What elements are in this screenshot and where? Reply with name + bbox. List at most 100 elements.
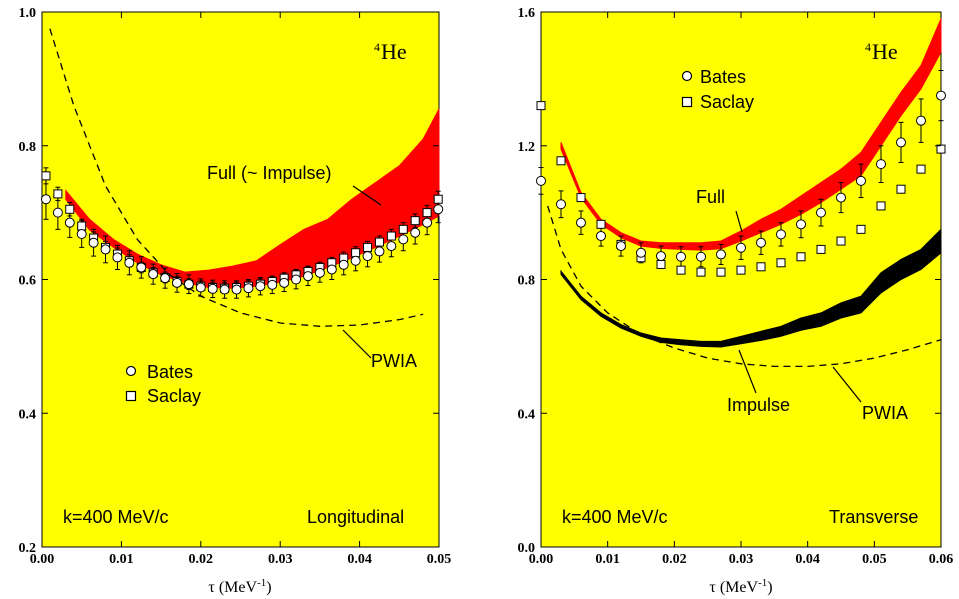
y-tick-label: 1.2 [518,140,536,155]
bates-point [422,217,433,228]
bates-point [219,284,230,295]
x-tick-label: 0.03 [268,552,293,567]
bates-point [231,284,242,295]
saclay-point [422,208,432,218]
y-tick-label: 0.4 [518,407,536,422]
impulse-label: Impulse [727,395,790,415]
response-label: Transverse [829,507,918,527]
bates-point [160,273,171,284]
saclay-point [65,204,75,214]
x-tick-label: 0.05 [862,552,887,567]
bates-point [136,262,147,273]
full-band-pointer [735,210,743,233]
saclay-point [596,219,606,229]
saclay-point [676,265,686,275]
legend-bates-marker [681,70,693,82]
bates-point [636,247,646,258]
pwia-curve [49,28,424,327]
x-tick-label: 0.05 [427,552,452,567]
nucleus-label: He [381,39,407,64]
saclay-point [351,248,361,258]
bates-point [124,257,135,268]
saclay-point [856,224,866,234]
full-band-label: Full (~ Impulse) [207,163,332,183]
bates-point [433,204,444,215]
pwia-pointer [832,366,862,403]
y-tick-label: 0.4 [19,407,37,422]
saclay-point [53,189,63,199]
mass-number-label: 4 [374,40,380,54]
bates-point [279,277,290,288]
saclay-point [716,267,726,277]
bates-point [338,259,349,270]
saclay-point [576,193,586,203]
bates-point [596,231,606,242]
saclay-point [896,184,906,194]
saclay-point [816,244,826,254]
bates-point [195,282,206,293]
bates-point [362,251,373,262]
y-tick-label: 0.0 [518,541,536,556]
bates-point [243,283,254,294]
bates-point [916,115,926,126]
mass-number-label: 4 [865,40,871,54]
bates-point [64,217,75,228]
bates-point [183,279,194,290]
full-band-label: Full [696,187,725,207]
bates-point [302,271,313,282]
bates-point [267,279,278,290]
saclay-point [836,236,846,246]
bates-point [696,251,706,262]
y-tick-label: 0.8 [19,140,37,155]
saclay-point [433,194,443,204]
bates-point [374,246,385,257]
bates-point [656,251,666,262]
saclay-point [363,242,373,252]
bates-point [40,194,51,205]
bates-point [836,192,846,203]
y-tick-label: 0.6 [19,274,37,289]
bates-point [896,137,906,148]
legend-bates-label: Bates [147,362,193,382]
saclay-point [536,101,546,111]
bates-point [52,207,63,218]
x-tick-label: 0.00 [529,552,554,567]
x-tick-label: 0.04 [795,552,820,567]
impulse-band [560,228,942,348]
bates-point [350,255,361,266]
bates-point [255,281,266,292]
bates-point [410,227,421,238]
x-tick-label: 0.03 [729,552,754,567]
saclay-point [656,259,666,269]
bates-point [816,207,826,218]
bates-point [776,229,786,240]
bates-point [100,244,111,255]
response-label: Longitudinal [307,507,404,527]
impulse-pointer [738,349,757,394]
legend-saclay-marker [681,96,693,108]
saclay-point [386,231,396,241]
nucleus-label: He [872,39,898,64]
full-band [560,18,942,251]
bates-point [576,217,586,228]
bates-point [148,269,159,280]
pwia-label: PWIA [371,351,417,371]
y-tick-label: 1.6 [518,6,536,21]
pwia-curve [547,205,942,368]
y-tick-label: 0.8 [518,274,536,289]
kinematics-label: k=400 MeV/c [63,507,169,527]
pwia-label: PWIA [862,403,908,423]
legend-bates-marker [125,365,137,377]
bates-point [112,252,123,263]
longitudinal-panel: 0.00 0.01 0.02 0.03 0.04 0.050.20.40.60.81.0 … [19,6,452,596]
saclay-point [876,201,886,211]
bates-point [756,237,766,248]
bates-point [314,267,325,278]
saclay-point [916,164,926,174]
x-tick-label: 0.02 [662,552,687,567]
saclay-point [936,144,946,154]
saclay-point [398,224,408,234]
kinematics-label: k=400 MeV/c [562,507,668,527]
saclay-point [696,267,706,277]
bates-point [171,277,182,288]
